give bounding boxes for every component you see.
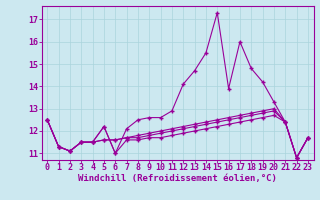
X-axis label: Windchill (Refroidissement éolien,°C): Windchill (Refroidissement éolien,°C) [78, 174, 277, 183]
